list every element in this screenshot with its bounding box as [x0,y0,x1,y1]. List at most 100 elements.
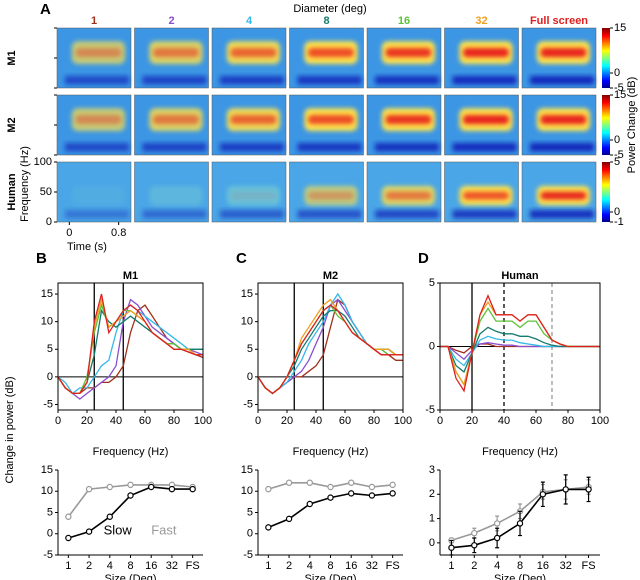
spectrogram-frame [521,161,597,223]
point [389,490,396,497]
point [493,520,501,527]
spectrogram-core [75,48,122,58]
y-tick-label: 0 [247,371,253,383]
row-label: Human [6,173,18,211]
x-axis-label: Time (s) [67,241,107,253]
point [306,479,313,486]
x-tick-label: 8 [327,560,333,572]
series-line [257,298,403,395]
colorbar-tick-label: 0 [614,206,620,218]
spectrogram-low [297,143,362,152]
column-label: 1 [91,15,97,27]
point [265,485,272,493]
series-line [257,309,403,395]
spectrogram-core [463,191,509,200]
spectrogram-frame [444,161,519,223]
x-tick-label: 2 [86,560,92,572]
spectrogram-core [308,115,354,125]
spectrogram-core [463,115,509,125]
x-tick-label: 80 [168,415,180,427]
spectrogram-low [142,143,207,152]
x-tick-label: 40 [498,415,510,427]
y-tick-label: 0 [247,528,253,540]
y-tick-label: 3 [429,464,435,476]
point [516,520,524,527]
spectrogram-frame [366,161,442,223]
x-tick-label: 100 [591,415,609,427]
point [106,513,113,520]
y-tick-label: 0 [47,371,53,383]
plot-title: M2 [323,270,338,282]
y-tick-label: -5 [43,549,53,561]
point [493,534,501,542]
x-axis-label: Size (Deg) [305,573,357,580]
spectrogram-frame [289,94,364,156]
y-tick-label: 5 [47,506,53,518]
spectrogram-low [452,143,517,152]
spectrogram-frame [211,94,287,156]
spectrogram-low [530,143,594,152]
y-tick-label: -5 [243,398,253,410]
series-line [440,294,600,393]
point [389,481,396,489]
y-tick-label: 10 [241,485,253,497]
point [471,529,478,537]
spectrogram-core [385,191,432,200]
point [189,485,196,493]
panel-letter: D [418,250,429,267]
y-tick-label: 100 [34,156,52,168]
x-tick-label: 1 [265,560,271,572]
legend-label: Fast [151,523,177,538]
x-tick-label: 2 [471,560,477,572]
series-line [257,298,403,395]
x-tick-label: 8 [517,560,523,572]
x-tick-label: 100 [394,415,412,427]
point [368,492,376,499]
y-axis-label: Frequency (Hz) [19,146,31,222]
x-tick-label: 32 [166,560,178,572]
spectrogram-low [220,76,284,85]
x-tick-label: 80 [562,415,574,427]
point [368,483,376,491]
series-line [57,308,203,395]
spectrogram-low [530,210,594,219]
y-tick-label: 5 [47,343,53,355]
y-tick-label: 15 [41,464,53,476]
x-tick-label: 32 [366,560,378,572]
x-tick-label: FS [386,560,400,572]
x-tick-label: 0.8 [111,227,126,239]
series-line [440,343,600,354]
point [539,491,547,498]
spectrogram-frame [211,27,287,89]
plot-title: Human [501,270,539,282]
x-axis-label: Size (Deg) [105,573,157,580]
spectrogram-core [540,115,587,125]
point [585,486,592,493]
x-tick-label: 100 [194,415,212,427]
point [148,483,155,491]
column-label: 2 [168,15,174,27]
point [348,490,355,497]
panel-a-title: Diameter (deg) [293,3,366,15]
colorbar [602,162,610,222]
series-line [257,298,403,395]
y-tick-label: 15 [41,288,53,300]
spectrogram-core [75,115,122,125]
spectrogram-low [530,76,594,85]
spectrogram-frame [444,27,519,89]
spectrogram-low [220,210,284,219]
x-tick-label: 60 [139,415,151,427]
colorbar-tick-label: -1 [614,216,624,228]
y-tick-label: 15 [241,464,253,476]
x-tick-label: 4 [307,560,313,572]
x-tick-label: 2 [286,560,292,572]
spectrogram-frame [289,161,364,223]
x-axis-label: Size (Deg) [494,573,546,580]
spectrogram-low [65,210,129,219]
point [127,492,134,499]
series-line [57,297,203,395]
spectrogram-core [308,191,354,200]
spectrogram-frame [366,94,442,156]
point [85,485,93,493]
